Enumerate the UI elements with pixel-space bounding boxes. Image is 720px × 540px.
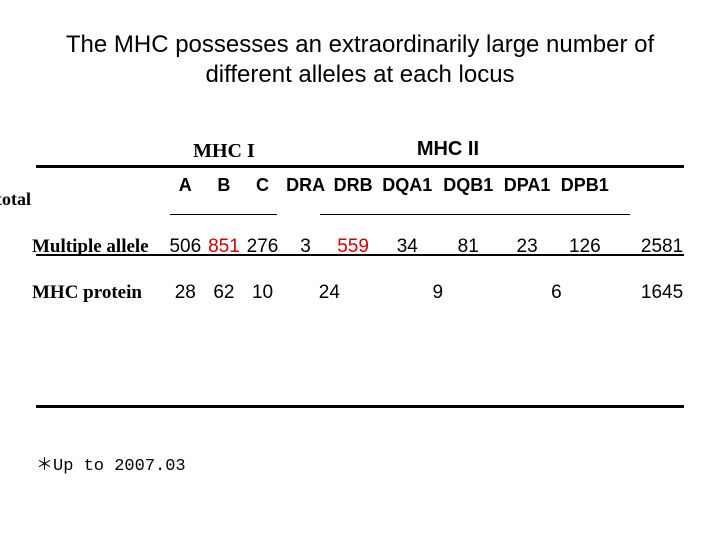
title-line1: The MHC possesses an extraordinarily lar…	[66, 31, 654, 58]
cell: 126	[556, 230, 614, 264]
col-dra: DRA	[282, 169, 330, 204]
rule-bottom	[36, 405, 684, 408]
col-dqa1: DQA1	[377, 169, 438, 204]
col-dpb1: DPB1	[556, 169, 614, 204]
cell: 34	[377, 230, 438, 264]
cell: 9	[377, 276, 499, 310]
cell: 6	[499, 276, 614, 310]
col-a: A	[166, 169, 205, 204]
cell: 3	[282, 230, 330, 264]
footnote: ＊Up to 2007.03	[36, 450, 186, 476]
cell: 851	[205, 230, 244, 264]
cell: 24	[282, 276, 377, 310]
col-dqb1: DQB1	[438, 169, 499, 204]
row2-label: MHC protein	[30, 276, 166, 310]
total-label: total	[0, 189, 31, 210]
slide-title: The MHC possesses an extraordinarily lar…	[54, 30, 666, 90]
col-b: B	[205, 169, 244, 204]
cell: 506	[166, 230, 205, 264]
cell: 62	[205, 276, 244, 310]
col-dpa1: DPA1	[499, 169, 556, 204]
cell: 276	[243, 230, 282, 264]
cell: 81	[438, 230, 499, 264]
title-line2: different alleles at each locus	[205, 61, 514, 88]
column-header-row: total A B C DRA DRB DQA1 DQB1 DPA1 DPB1	[30, 169, 690, 204]
row2-total: 1645	[614, 276, 690, 310]
group-mhc2: MHC II	[282, 130, 614, 169]
cell: 23	[499, 230, 556, 264]
group-mhc1: MHC I	[166, 130, 282, 169]
col-c: C	[243, 169, 282, 204]
cell: 28	[166, 276, 205, 310]
cell: 559	[329, 230, 377, 264]
allele-table: MHC I MHC II total A B C DRA DRB DQA1 DQ…	[30, 130, 690, 310]
table-row: Multiple allele 506 851 276 3 559 34 81 …	[30, 230, 690, 264]
table-row: MHC protein 28 62 10 24 9 6 1645	[30, 276, 690, 310]
group-row: MHC I MHC II	[30, 130, 690, 169]
col-drb: DRB	[329, 169, 377, 204]
cell: 10	[243, 276, 282, 310]
row1-label: Multiple allele	[30, 230, 166, 264]
row1-total: 2581	[614, 230, 690, 264]
